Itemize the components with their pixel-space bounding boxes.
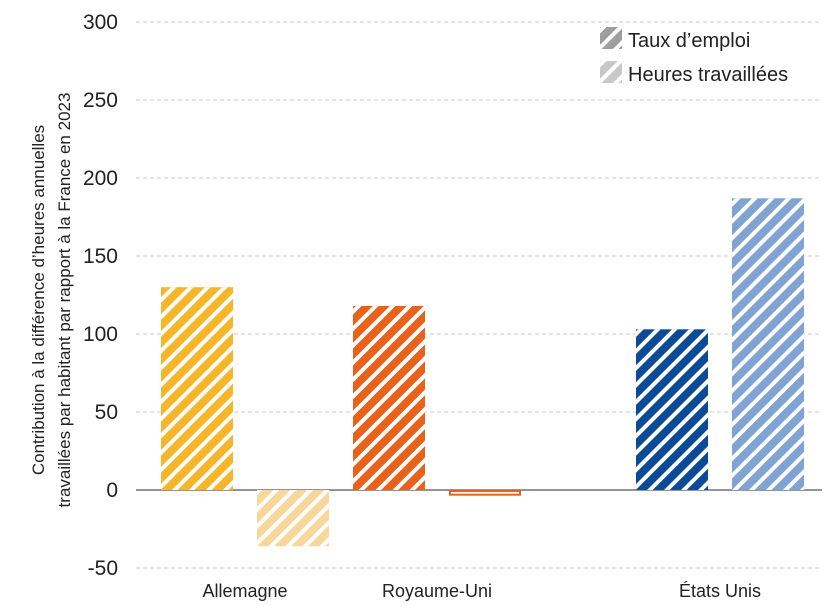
y-tick-label: 300 xyxy=(83,11,118,34)
bar xyxy=(161,287,233,490)
grid-lines xyxy=(136,21,822,569)
legend-item: Taux d’emploi xyxy=(600,27,750,52)
bar xyxy=(732,198,804,490)
legend: Taux d’emploi Heures travaillées xyxy=(600,27,788,86)
bars xyxy=(161,198,804,547)
bar xyxy=(257,490,329,547)
y-tick-label: 150 xyxy=(83,245,118,268)
y-axis-ticks: -50 0 50 100 150 200 250 300 xyxy=(83,11,118,580)
x-category-label: Royaume-Uni xyxy=(382,581,492,601)
bar xyxy=(353,305,425,490)
y-axis-label: Contribution à la différence d’heures an… xyxy=(29,93,74,508)
x-category-label: Allemagne xyxy=(202,581,287,601)
y-tick-label: 200 xyxy=(83,167,118,190)
legend-label: Taux d’emploi xyxy=(628,30,750,52)
y-tick-label: 250 xyxy=(83,89,118,112)
bar xyxy=(636,329,708,490)
x-category-label: États Unis xyxy=(679,581,761,601)
legend-label: Heures travaillées xyxy=(628,64,788,86)
y-tick-label: 50 xyxy=(95,401,118,424)
y-tick-label: 100 xyxy=(83,323,118,346)
y-axis-label-line: travaillées par habitant par rapport à l… xyxy=(55,93,74,508)
bar xyxy=(449,490,521,496)
y-tick-label: 0 xyxy=(106,479,118,502)
y-tick-label: -50 xyxy=(88,557,118,580)
y-axis-label-line: Contribution à la différence d’heures an… xyxy=(29,125,48,475)
x-axis-categories: Allemagne Royaume-Uni États Unis xyxy=(202,581,761,601)
legend-item: Heures travaillées xyxy=(600,61,788,86)
